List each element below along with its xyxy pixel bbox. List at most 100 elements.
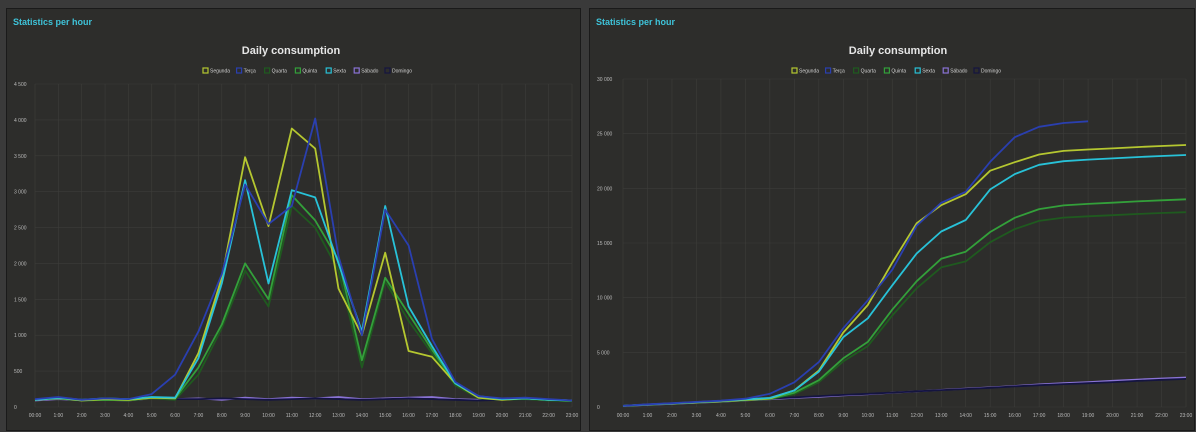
x-tick-label: 5:00 xyxy=(741,413,751,419)
panel-header: Statistics per hour xyxy=(596,17,676,27)
x-tick-label: 1:00 xyxy=(53,413,63,419)
legend-item[interactable]: Sexta xyxy=(914,67,935,75)
x-tick-label: 18:00 xyxy=(449,413,462,419)
legend-item[interactable]: Domingo xyxy=(384,67,412,75)
x-tick-label: 9:00 xyxy=(240,413,250,419)
x-tick-label: 8:00 xyxy=(814,413,824,419)
legend-item[interactable]: Segunda xyxy=(791,67,819,75)
line-chart-cumulative: Daily consumption Segunda Terça Quarta Quint… xyxy=(597,45,1193,419)
x-tick-label: 19:00 xyxy=(472,413,485,419)
x-tick-label: 21:00 xyxy=(519,413,532,419)
legend-label: Terça xyxy=(833,69,845,75)
y-tick-label: 500 xyxy=(14,369,23,375)
x-tick-label: 19:00 xyxy=(1082,413,1095,419)
y-tick-label: 3 000 xyxy=(14,190,27,196)
legend-item[interactable]: Quarta xyxy=(853,67,877,75)
legend-item[interactable]: Quinta xyxy=(294,67,317,75)
series-line-terça xyxy=(622,120,1089,407)
legend-label: Segunda xyxy=(799,69,819,75)
x-tick-label: 14:00 xyxy=(356,413,369,419)
legend-swatch xyxy=(942,67,949,74)
x-tick-label: 1:00 xyxy=(643,413,653,419)
y-tick-label: 0 xyxy=(14,405,17,411)
series-line-sexta xyxy=(622,154,1187,407)
x-tick-label: 18:00 xyxy=(1057,413,1070,419)
x-tick-label: 21:00 xyxy=(1131,413,1144,419)
x-tick-label: 22:00 xyxy=(542,413,555,419)
legend-label: Sexta xyxy=(333,69,346,75)
series-line-quarta xyxy=(34,205,573,403)
x-tick-label: 6:00 xyxy=(765,413,775,419)
x-tick-label: 6:00 xyxy=(170,413,180,419)
line-chart-hourly: Daily consumption Segunda Terça Quarta Quint… xyxy=(14,45,579,419)
legend-label: Sexta xyxy=(922,69,935,75)
legend-label: Segunda xyxy=(210,69,230,75)
legend-swatch xyxy=(791,67,798,74)
x-tick-label: 20:00 xyxy=(496,413,509,419)
legend-swatch xyxy=(236,67,243,74)
x-tick-label: 11:00 xyxy=(286,413,298,419)
panel-header: Statistics per hour xyxy=(13,17,93,27)
legend-item[interactable]: Sábado xyxy=(353,67,379,75)
legend-label: Sábado xyxy=(950,69,967,75)
x-tick-label: 00:00 xyxy=(617,413,630,419)
x-tick-label: 17:00 xyxy=(426,413,439,419)
y-tick-label: 15 000 xyxy=(597,241,613,247)
legend-swatch xyxy=(853,67,860,74)
y-tick-label: 2 500 xyxy=(14,226,27,232)
legend-item[interactable]: Terça xyxy=(236,67,256,75)
legend-swatch xyxy=(973,67,980,74)
legend-swatch xyxy=(325,67,332,74)
y-tick-label: 0 xyxy=(597,405,600,411)
x-tick-label: 2:00 xyxy=(77,413,87,419)
legend-item[interactable]: Domingo xyxy=(973,67,1001,75)
y-tick-label: 30 000 xyxy=(597,77,613,83)
x-tick-label: 5:00 xyxy=(147,413,157,419)
x-tick-label: 16:00 xyxy=(402,413,415,419)
legend-item[interactable]: Sexta xyxy=(325,67,346,75)
legend-item[interactable]: Sábado xyxy=(942,67,968,75)
y-tick-label: 3 500 xyxy=(14,154,27,160)
legend-swatch xyxy=(202,67,209,74)
legend-item[interactable]: Segunda xyxy=(202,67,230,75)
y-tick-label: 2 000 xyxy=(14,261,27,267)
series-line-segunda xyxy=(622,144,1187,407)
legend-swatch xyxy=(264,67,271,74)
legend: Segunda Terça Quarta Quinta Sexta Sábado Domin… xyxy=(202,67,412,75)
x-tick-label: 23:00 xyxy=(1180,413,1193,419)
legend-item[interactable]: Quarta xyxy=(264,67,288,75)
chart-panel-left: Statistics per hour Daily consumption Seg… xyxy=(6,8,581,431)
legend-label: Quinta xyxy=(302,69,317,75)
x-tick-label: 11:00 xyxy=(886,413,898,419)
x-tick-label: 20:00 xyxy=(1106,413,1119,419)
legend-item[interactable]: Terça xyxy=(825,67,845,75)
legend: Segunda Terça Quarta Quinta Sexta Sábado Domin… xyxy=(791,67,1001,75)
y-tick-label: 25 000 xyxy=(597,132,613,138)
series-line-sexta xyxy=(34,179,573,402)
legend-label: Quarta xyxy=(272,69,288,75)
y-tick-label: 4 500 xyxy=(14,82,27,88)
legend-swatch xyxy=(294,67,301,74)
legend-swatch xyxy=(914,67,921,74)
legend-swatch xyxy=(825,67,832,74)
x-tick-label: 14:00 xyxy=(959,413,972,419)
legend-item[interactable]: Quinta xyxy=(883,67,906,75)
x-tick-label: 10:00 xyxy=(862,413,875,419)
x-tick-label: 8:00 xyxy=(217,413,227,419)
x-tick-label: 7:00 xyxy=(789,413,799,419)
y-tick-label: 4 000 xyxy=(14,118,27,124)
legend-label: Quarta xyxy=(861,69,877,75)
chart-title: Daily consumption xyxy=(242,45,341,57)
x-tick-label: 15:00 xyxy=(379,413,392,419)
legend-swatch xyxy=(384,67,391,74)
x-tick-label: 7:00 xyxy=(194,413,204,419)
x-tick-label: 17:00 xyxy=(1033,413,1046,419)
x-tick-label: 2:00 xyxy=(667,413,677,419)
x-tick-label: 23:00 xyxy=(566,413,579,419)
x-tick-label: 3:00 xyxy=(100,413,110,419)
x-tick-label: 4:00 xyxy=(124,413,134,419)
legend-label: Quinta xyxy=(891,69,906,75)
legend-swatch xyxy=(353,67,360,74)
legend-label: Sábado xyxy=(361,69,378,75)
gridlines xyxy=(34,83,573,408)
